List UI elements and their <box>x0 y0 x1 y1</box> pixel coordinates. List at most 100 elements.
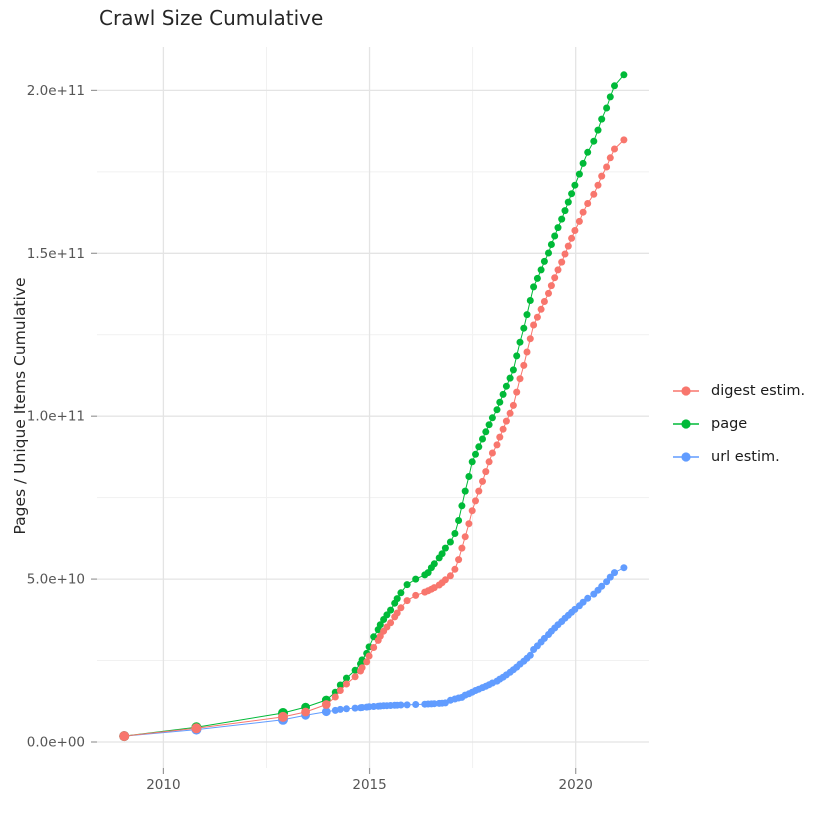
data-point-digest-estim <box>554 266 562 274</box>
data-point-digest-estim <box>520 361 528 369</box>
legend-item-url-estim: url estim. <box>671 446 805 468</box>
data-point-page <box>533 274 541 282</box>
data-point-digest-estim <box>506 409 514 417</box>
data-point-digest-estim <box>351 673 359 681</box>
data-point-page <box>493 406 501 414</box>
data-point-url-estim <box>397 701 405 709</box>
y-axis-title: Pages / Unique Items Cumulative <box>11 277 29 535</box>
data-point-digest-estim <box>321 700 331 709</box>
data-point-page <box>509 366 517 374</box>
data-point-digest-estim <box>488 449 496 457</box>
data-point-digest-estim <box>603 163 611 171</box>
data-point-digest-estim <box>191 723 202 734</box>
data-point-page <box>545 249 552 257</box>
data-point-page <box>451 530 459 537</box>
data-point-digest-estim <box>482 468 490 476</box>
data-point-digest-estim <box>336 687 344 694</box>
data-point-digest-estim <box>598 172 606 180</box>
data-point-page <box>564 198 572 206</box>
data-point-url-estim <box>606 573 614 581</box>
data-point-page <box>376 621 384 629</box>
data-point-digest-estim <box>301 707 310 717</box>
data-point-url-estim <box>321 707 331 717</box>
data-point-page <box>465 473 473 480</box>
data-point-digest-estim <box>370 644 378 651</box>
data-point-url-estim <box>598 582 606 590</box>
data-point-page <box>520 324 528 332</box>
data-point-digest-estim <box>472 497 479 505</box>
data-point-url-estim <box>611 569 618 577</box>
data-point-page <box>468 458 476 466</box>
data-point-digest-estim <box>530 321 538 329</box>
data-point-digest-estim <box>397 604 405 612</box>
x-tick-label: 2010 <box>146 777 180 793</box>
y-tick-label: 1.0e+11 <box>27 409 85 425</box>
legend-key-page-line-dot-icon <box>673 419 699 429</box>
data-point-page <box>513 352 521 360</box>
data-point-digest-estim <box>393 609 401 617</box>
data-point-digest-estim <box>564 242 572 250</box>
data-point-page <box>393 595 401 603</box>
data-point-page <box>412 575 420 583</box>
data-point-page <box>496 398 504 406</box>
data-point-digest-estim <box>516 375 524 383</box>
data-point-page <box>343 674 350 682</box>
data-point-digest-estim <box>502 417 510 425</box>
data-point-digest-estim <box>590 190 598 198</box>
gridlines-minor <box>97 47 649 768</box>
data-point-digest-estim <box>523 348 531 356</box>
data-point-page <box>485 421 493 429</box>
data-point-digest-estim <box>441 576 449 584</box>
data-point-page <box>523 311 531 319</box>
data-point-digest-estim <box>461 533 469 541</box>
data-point-url-estim <box>412 701 420 708</box>
data-point-page <box>603 104 611 112</box>
data-point-page <box>351 666 359 674</box>
data-point-page <box>455 517 463 524</box>
data-point-page <box>403 581 411 589</box>
data-point-digest-estim <box>568 234 576 242</box>
data-point-digest-estim <box>499 425 507 433</box>
data-point-page <box>438 550 446 558</box>
data-point-page <box>502 382 510 390</box>
data-point-digest-estim <box>465 520 473 528</box>
data-point-page <box>606 93 614 101</box>
y-tick-label: 0.0e+00 <box>27 735 85 751</box>
data-point-digest-estim <box>620 136 628 144</box>
data-point-page <box>383 611 391 619</box>
data-point-digest-estim <box>451 565 459 573</box>
data-point-url-estim <box>351 704 359 712</box>
data-point-page <box>506 374 514 382</box>
x-tick-label: 2020 <box>559 777 593 793</box>
data-point-page <box>482 428 490 436</box>
data-point-digest-estim <box>458 544 466 552</box>
legend-item-digest-estim: digest estim. <box>671 380 805 402</box>
data-point-page <box>594 126 602 134</box>
data-point-page <box>441 544 449 552</box>
data-point-digest-estim <box>513 388 521 396</box>
data-point-digest-estim <box>365 652 373 660</box>
data-point-page <box>458 502 466 510</box>
data-point-digest-estim <box>496 433 504 441</box>
data-point-digest-estim <box>537 305 545 313</box>
data-point-digest-estim <box>526 335 534 343</box>
data-point-url-estim <box>343 705 350 713</box>
data-point-digest-estim <box>551 274 559 282</box>
data-point-page <box>397 589 405 597</box>
data-point-digest-estim <box>343 680 350 688</box>
data-point-page <box>547 241 555 248</box>
data-point-page <box>516 338 524 346</box>
data-point-page <box>537 266 545 274</box>
data-point-digest-estim <box>545 289 552 297</box>
data-point-page <box>446 538 454 546</box>
legend-label-page: page <box>711 416 748 432</box>
data-point-page <box>584 148 592 156</box>
data-point-digest-estim <box>558 258 566 266</box>
data-point-digest-estim <box>575 217 583 225</box>
data-point-digest-estim <box>606 154 614 162</box>
data-point-page <box>554 224 562 232</box>
data-point-digest-estim <box>278 711 288 722</box>
data-point-page <box>551 232 559 240</box>
data-point-page <box>558 215 566 223</box>
data-point-digest-estim <box>485 458 493 466</box>
